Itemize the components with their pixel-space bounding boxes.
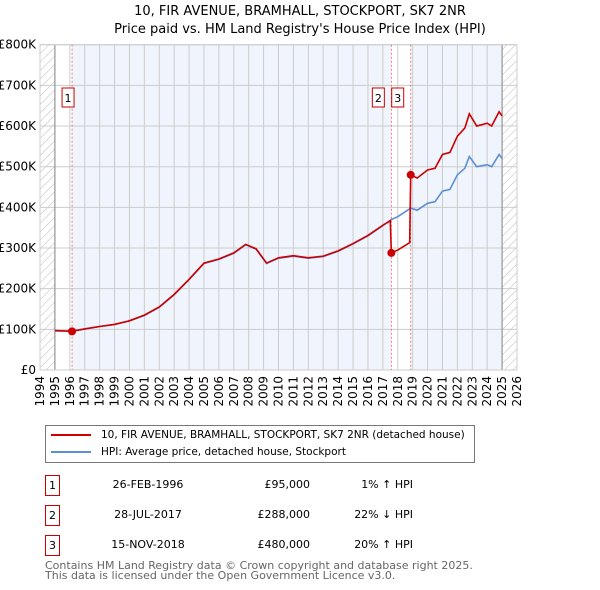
sale-badge: 3 bbox=[45, 535, 60, 556]
property-price-line bbox=[54, 110, 503, 333]
x-tick-label: 2025 bbox=[495, 376, 509, 407]
x-tick-label: 2001 bbox=[137, 376, 151, 407]
legend-swatch-property bbox=[51, 434, 91, 436]
x-tick-label: 2015 bbox=[346, 376, 360, 407]
x-tick-label: 2010 bbox=[272, 376, 286, 407]
y-tick-label: £400K bbox=[0, 200, 37, 214]
x-tick-label: 2020 bbox=[421, 376, 435, 407]
sale-badge: 1 bbox=[45, 475, 60, 496]
x-tick-label: 2014 bbox=[331, 376, 345, 407]
y-tick-label: £300K bbox=[0, 241, 37, 255]
sale-badge bbox=[61, 87, 75, 108]
x-tick-label: 2012 bbox=[301, 376, 315, 407]
legend-hpi: HPI: Average price, detached house, Stoc… bbox=[101, 446, 346, 458]
chart-subtitle: Price paid vs. HM Land Registry's House … bbox=[114, 22, 486, 37]
sale-hpi-diff: 1% ↑ HPI bbox=[361, 478, 413, 491]
y-tick-label: £600K bbox=[0, 119, 37, 133]
x-tick-label: 2007 bbox=[227, 376, 241, 407]
sale-badge-label: 2 bbox=[375, 92, 382, 105]
sale-date: 15-NOV-2018 bbox=[111, 538, 185, 551]
x-tick-label: 2004 bbox=[182, 376, 196, 407]
y-tick-label: £800K bbox=[0, 38, 37, 52]
x-tick-label: 2009 bbox=[257, 376, 271, 407]
x-tick-label: 2023 bbox=[465, 376, 479, 407]
x-tick-label: 2002 bbox=[152, 376, 166, 407]
x-tick-label: 2018 bbox=[391, 376, 405, 407]
legend-swatch-hpi bbox=[51, 451, 91, 453]
x-tick-label: 2021 bbox=[435, 376, 449, 407]
x-tick-label: 2017 bbox=[376, 376, 390, 407]
sale-row: 2 28-JUL-2017 £288,000 22% ↓ HPI bbox=[45, 505, 465, 526]
plot-area: 1994 1995 1996 1997 1998 1999 2000 2001 2002 2003… bbox=[0, 38, 524, 407]
x-tick-label: 2008 bbox=[242, 376, 256, 407]
y-tick-label: £0 bbox=[21, 363, 36, 377]
x-tick-label: 2022 bbox=[450, 376, 464, 407]
x-tick-label: 2019 bbox=[406, 376, 420, 407]
sale-hpi-diff: 22% ↓ HPI bbox=[354, 508, 413, 521]
footer: Contains HM Land Registry data © Crown c… bbox=[45, 559, 473, 582]
footer-line-1: Contains HM Land Registry data © Crown c… bbox=[45, 559, 473, 572]
x-tick-label: 2000 bbox=[122, 376, 136, 407]
footer-line-2: This data is licensed under the Open Gov… bbox=[45, 569, 396, 582]
sale-badge-label: 1 bbox=[65, 92, 72, 105]
legend-property: 10, FIR AVENUE, BRAMHALL, STOCKPORT, SK7… bbox=[101, 429, 465, 441]
x-tick-label: 1995 bbox=[48, 376, 62, 407]
x-tick-label: 1994 bbox=[33, 376, 47, 407]
sale-price: £95,000 bbox=[264, 478, 311, 491]
x-tick-label: 2026 bbox=[510, 376, 524, 407]
sale-badge bbox=[391, 87, 405, 108]
x-tick-label: 2006 bbox=[212, 376, 226, 407]
sale-badge: 2 bbox=[45, 505, 60, 526]
x-tick-label: 2003 bbox=[167, 376, 181, 407]
y-tick-label: £200K bbox=[0, 282, 37, 296]
x-tick-label: 1998 bbox=[93, 376, 107, 407]
sale-point bbox=[387, 248, 396, 257]
x-tick-label: 1999 bbox=[108, 376, 122, 407]
x-tick-label: 1997 bbox=[78, 376, 92, 407]
sale-date: 28-JUL-2017 bbox=[114, 508, 182, 521]
plot-border bbox=[39, 44, 518, 371]
legend: 10, FIR AVENUE, BRAMHALL, STOCKPORT, SK7… bbox=[45, 425, 475, 463]
x-tick-label: 2013 bbox=[316, 376, 330, 407]
sale-point bbox=[68, 327, 77, 336]
x-tick-label: 1996 bbox=[63, 376, 77, 407]
x-tick-label: 2024 bbox=[480, 376, 494, 407]
x-tick-label: 2011 bbox=[286, 376, 300, 407]
sale-price: £480,000 bbox=[257, 538, 311, 551]
sale-badge-label: 3 bbox=[394, 92, 401, 105]
y-tick-label: £100K bbox=[0, 322, 37, 336]
y-tick-label: £700K bbox=[0, 78, 37, 92]
sale-price: £288,000 bbox=[257, 508, 311, 521]
x-tick-label: 2005 bbox=[197, 376, 211, 407]
chart-title: 10, FIR AVENUE, BRAMHALL, STOCKPORT, SK7… bbox=[134, 4, 466, 19]
sale-badge bbox=[371, 87, 385, 108]
sale-row: 1 26-FEB-1996 £95,000 1% ↑ HPI bbox=[45, 475, 465, 496]
y-tick-label: £500K bbox=[0, 160, 37, 174]
sale-row: 3 15-NOV-2018 £480,000 20% ↑ HPI bbox=[45, 535, 465, 556]
sale-hpi-diff: 20% ↑ HPI bbox=[354, 538, 413, 551]
x-tick-label: 2016 bbox=[361, 376, 375, 407]
sale-point bbox=[406, 170, 415, 179]
sale-date: 26-FEB-1996 bbox=[112, 478, 184, 491]
